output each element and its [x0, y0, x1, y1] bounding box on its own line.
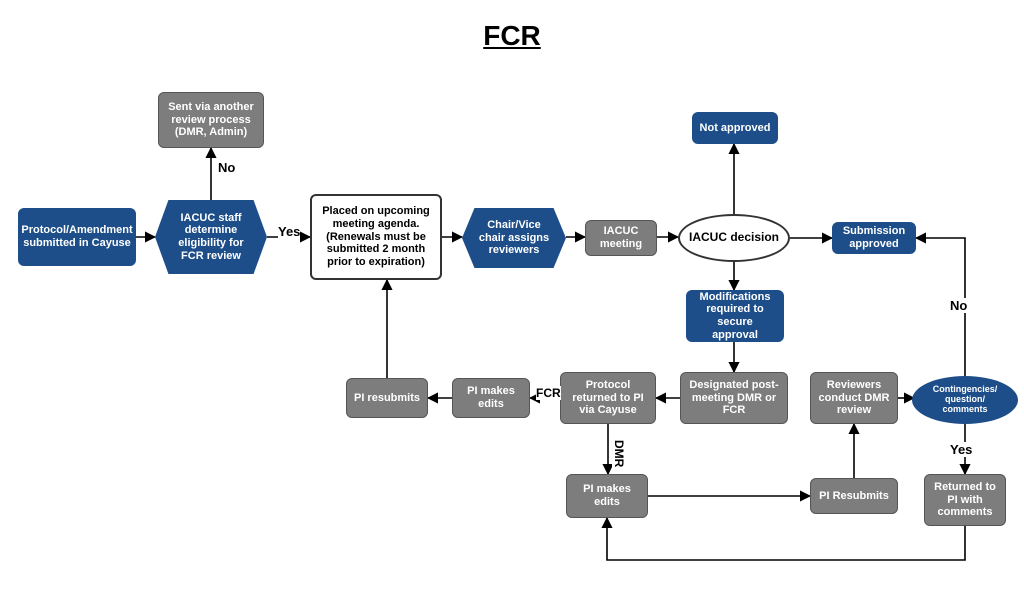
node-pi-resub-1: PI resubmits [346, 378, 428, 418]
node-approved: Submission approved [832, 222, 916, 254]
node-meeting: IACUC meeting [585, 220, 657, 256]
label-yes-1: Yes [278, 224, 300, 239]
diagram-title: FCR [0, 20, 1024, 52]
node-return-comm: Returned to PI with comments [924, 474, 1006, 526]
node-pi-edits-1: PI makes edits [452, 378, 530, 418]
node-return-pi: Protocol returned to PI via Cayuse [560, 372, 656, 424]
node-mods: Modifications required to secure approva… [686, 290, 784, 342]
node-contingencies: Contingencies/ question/ comments [912, 376, 1018, 424]
edges-layer [0, 0, 1024, 611]
label-yes-2: Yes [950, 442, 972, 457]
label-no-2: No [950, 298, 967, 313]
node-alt-review: Sent via another review process (DMR, Ad… [158, 92, 264, 148]
node-post-dmr: Designated post-meeting DMR or FCR [680, 372, 788, 424]
node-pi-edits-2: PI makes edits [566, 474, 648, 518]
node-review-dmr: Reviewers conduct DMR review [810, 372, 898, 424]
node-start: Protocol/Amendment submitted in Cayuse [18, 208, 136, 266]
node-pi-resub-2: PI Resubmits [810, 478, 898, 514]
node-not-approved: Not approved [692, 112, 778, 144]
node-assign: Chair/Vice chair assigns reviewers [462, 208, 566, 268]
label-fcr: FCR [536, 386, 561, 400]
node-eligibility: IACUC staff determine eligibility for FC… [155, 200, 267, 274]
node-decision: IACUC decision [678, 214, 790, 262]
node-agenda: Placed on upcoming meeting agenda. (Rene… [310, 194, 442, 280]
label-dmr: DMR [612, 440, 626, 467]
label-no-1: No [218, 160, 235, 175]
